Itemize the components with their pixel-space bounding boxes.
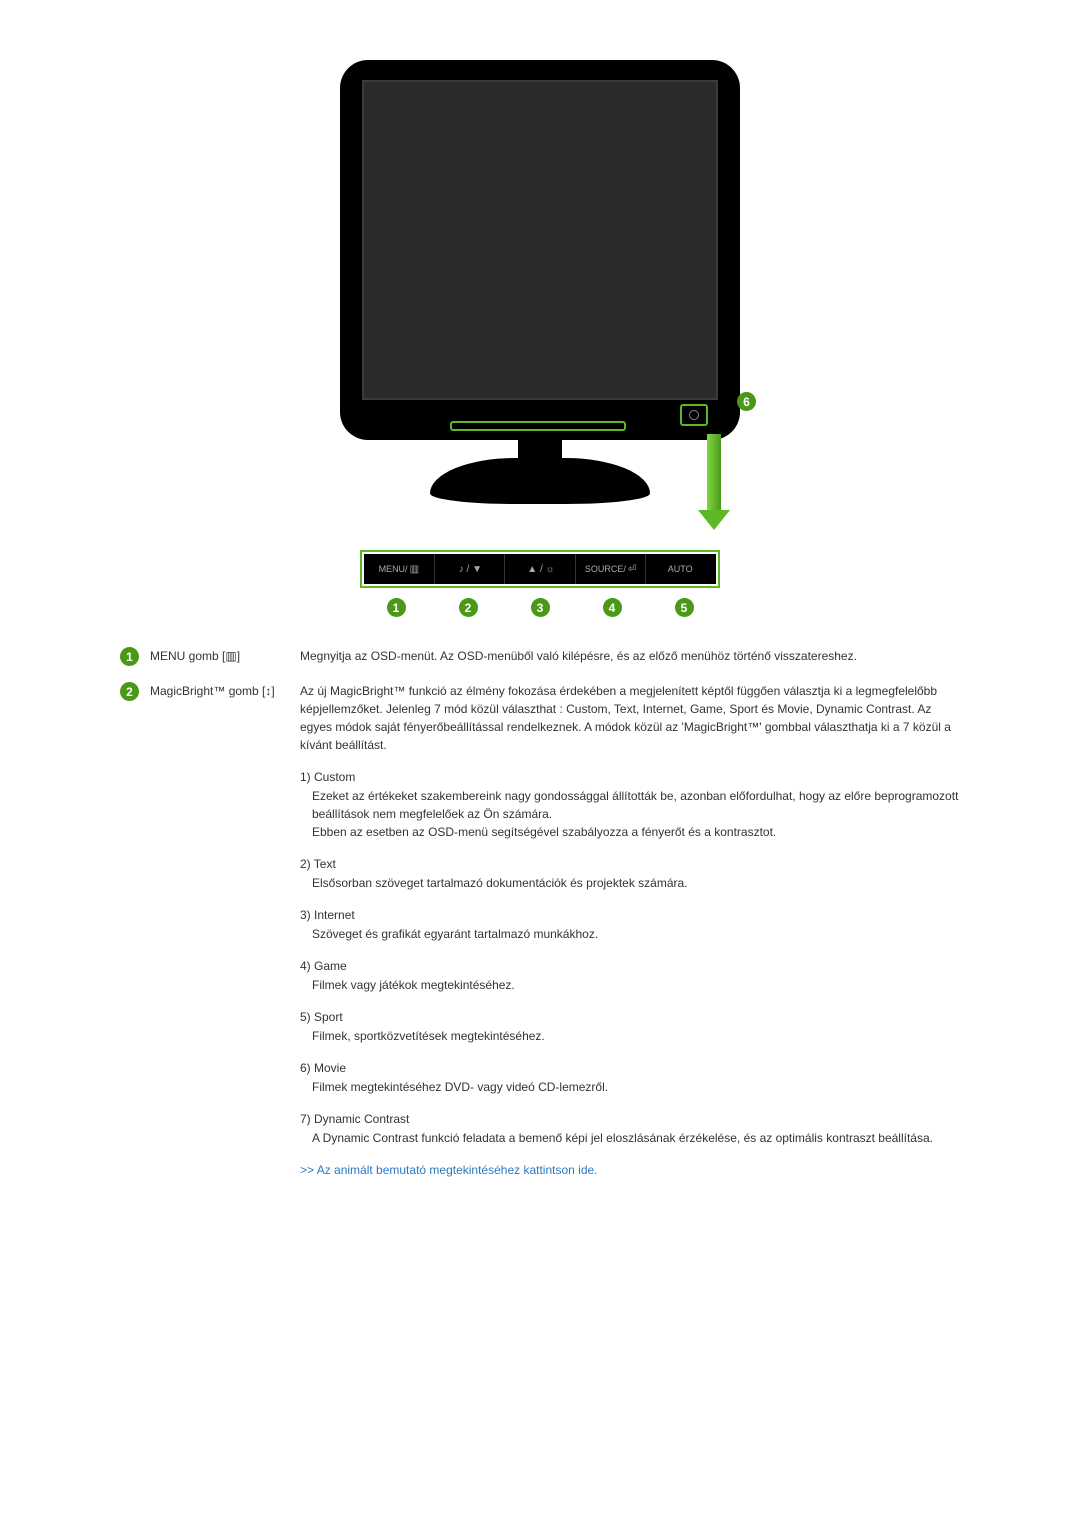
description-row: 1 MENU gomb [▥]Megnyitja az OSD-menüt. Az…: [120, 647, 960, 666]
row-description: Megnyitja az OSD-menüt. Az OSD-menüből v…: [300, 647, 960, 665]
button-label: MENU/: [379, 564, 408, 574]
mode-title: 4) Game: [300, 957, 960, 975]
mode-item: 1) CustomEzeket az értékeket szakemberei…: [300, 768, 960, 841]
button-highlight: [450, 421, 626, 431]
mode-title: 3) Internet: [300, 906, 960, 924]
mode-item: 2) TextElsősorban szöveget tartalmazó do…: [300, 855, 960, 892]
mode-item: 5) SportFilmek, sportközvetítések megtek…: [300, 1008, 960, 1045]
mode-title: 1) Custom: [300, 768, 960, 786]
mode-description: Filmek megtekintéséhez DVD- vagy videó C…: [300, 1078, 960, 1096]
callout-number-row: 1 2 3 4 5: [360, 598, 720, 617]
row-badge: 2: [120, 682, 139, 701]
mode-description: Filmek, sportközvetítések megtekintéséhe…: [300, 1027, 960, 1045]
row-label: MENU gomb [▥]: [150, 647, 300, 665]
mode-description: A Dynamic Contrast funkció feladata a be…: [300, 1129, 960, 1147]
button-bar-cell: SOURCE/⏎: [576, 554, 647, 584]
mode-item: 3) InternetSzöveget és grafikát egyaránt…: [300, 906, 960, 943]
monitor-illustration: 6 MENU/▥ ♪ / ▼ ▲ / ☼ SOURCE/⏎ AUTO 1 2 3 4 5: [320, 60, 760, 617]
monitor-screen: [362, 80, 718, 400]
row-description: Az új MagicBright™ funkció az élmény fok…: [300, 682, 960, 1179]
monitor-frame: [340, 60, 740, 440]
row-label: MagicBright™ gomb [↕]: [150, 682, 300, 700]
button-icon: ♪ / ▼: [459, 564, 482, 575]
callout-badge: 3: [531, 598, 550, 617]
mode-description: Filmek vagy játékok megtekintéséhez.: [300, 976, 960, 994]
mode-title: 2) Text: [300, 855, 960, 873]
button-bar-enlarged: MENU/▥ ♪ / ▼ ▲ / ☼ SOURCE/⏎ AUTO: [360, 550, 720, 588]
button-bar-cell: ♪ / ▼: [435, 554, 506, 584]
mode-description: Ebben az esetben az OSD-menü segítségéve…: [300, 823, 960, 841]
callout-badge: 1: [387, 598, 406, 617]
callout-badge: 2: [459, 598, 478, 617]
power-indicator-highlight: [680, 404, 708, 426]
mode-item: 4) GameFilmek vagy játékok megtekintéséh…: [300, 957, 960, 994]
button-icon: ▲ / ☼: [527, 564, 554, 575]
mode-description: Ezeket az értékeket szakembereink nagy g…: [300, 787, 960, 823]
callout-badge-6: 6: [737, 392, 756, 411]
description-row: 2 MagicBright™ gomb [↕]Az új MagicBright™…: [120, 682, 960, 1179]
mode-title: 6) Movie: [300, 1059, 960, 1077]
mode-title: 5) Sport: [300, 1008, 960, 1026]
button-bar-cell: AUTO: [646, 554, 716, 584]
callout-arrow: [340, 434, 740, 544]
row-badge: 1: [120, 647, 139, 666]
button-descriptions: 1 MENU gomb [▥]Megnyitja az OSD-menüt. Az…: [120, 647, 960, 1179]
mode-description: Szöveget és grafikát egyaránt tartalmazó…: [300, 925, 960, 943]
button-bar-cell: ▲ / ☼: [505, 554, 576, 584]
callout-badge: 5: [675, 598, 694, 617]
mode-description: Elsősorban szöveget tartalmazó dokumentá…: [300, 874, 960, 892]
demo-link[interactable]: >> Az animált bemutató megtekintéséhez k…: [300, 1161, 960, 1179]
power-led-icon: [689, 410, 699, 420]
button-icon: ▥: [410, 564, 419, 575]
callout-badge: 4: [603, 598, 622, 617]
button-label: SOURCE/: [585, 564, 626, 574]
mode-title: 7) Dynamic Contrast: [300, 1110, 960, 1128]
mode-item: 7) Dynamic ContrastA Dynamic Contrast fu…: [300, 1110, 960, 1147]
mode-list: 1) CustomEzeket az értékeket szakemberei…: [300, 768, 960, 1147]
mode-item: 6) MovieFilmek megtekintéséhez DVD- vagy…: [300, 1059, 960, 1096]
button-label: AUTO: [668, 564, 693, 574]
button-icon: ⏎: [628, 564, 636, 575]
button-bar-cell: MENU/▥: [364, 554, 435, 584]
